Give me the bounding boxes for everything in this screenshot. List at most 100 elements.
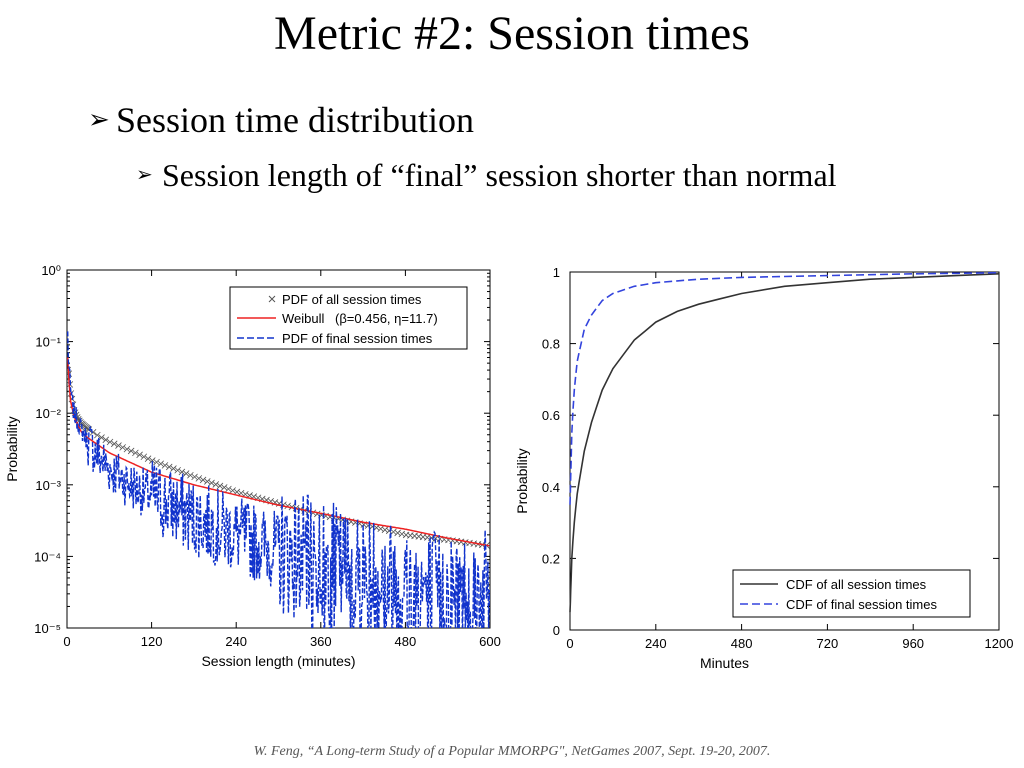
data-point (373, 524, 380, 531)
legend-entry-weibull: Weibull (β=0.456, η=11.7) (237, 311, 438, 326)
data-point (398, 530, 406, 538)
arrowhead-bullet-icon: ➢ (136, 162, 153, 186)
series-weibull-line (67, 357, 490, 547)
legend: CDF of all session times CDF of final ses… (732, 569, 971, 618)
bullet-1-text: Session time distribution (116, 100, 475, 140)
y-tick-label: 10⁻⁴ (34, 549, 61, 564)
data-point (229, 487, 236, 494)
data-point (136, 451, 143, 459)
data-point (157, 460, 165, 468)
data-point (110, 440, 118, 448)
y-tick-label: 0.6 (542, 408, 560, 423)
series-cdf-all-sessions (569, 273, 1000, 613)
x-tick-label: 960 (902, 636, 924, 651)
y-tick-label: 1 (553, 265, 560, 280)
x-tick-label: 1200 (985, 636, 1014, 651)
data-point (225, 485, 232, 493)
data-point (153, 458, 160, 466)
right-cdf-chart: 0 240 480 720 960 1200 0 0.2 0.4 0.6 0.8 1 Minutes Pr… (514, 265, 1014, 671)
x-axis-label: Minutes (700, 655, 749, 671)
bullet-level-2: ➢ Session length of “final” session short… (136, 152, 837, 197)
plot-area (67, 331, 490, 628)
data-point (106, 438, 114, 446)
data-point (377, 525, 385, 533)
data-point (216, 482, 224, 490)
y-tick-label: 0.8 (542, 337, 560, 352)
data-point (161, 462, 169, 469)
x-tick-label: 480 (731, 636, 753, 651)
series-cdf-final-sessions (569, 271, 1000, 505)
y-tick-label: 10⁻⁵ (34, 621, 61, 636)
legend-entry-all: CDF of all session times (740, 577, 927, 592)
series-final-session-pdf (67, 331, 490, 628)
data-point (98, 434, 105, 441)
x-tick-label: 0 (63, 634, 70, 649)
data-point (165, 463, 173, 471)
legend: PDF of all session times Weibull (β=0.456,… (229, 286, 468, 350)
data-point (115, 442, 122, 449)
x-tick-label: 240 (645, 636, 667, 651)
x-tick-label: 480 (395, 634, 417, 649)
data-point (140, 453, 148, 461)
legend-label: PDF of final session times (282, 331, 433, 346)
legend-label: Weibull (282, 311, 325, 326)
legend-label: CDF of final session times (786, 597, 937, 612)
data-point (178, 468, 186, 476)
legend-entry-all: PDF of all session times (268, 292, 422, 307)
data-point (170, 465, 177, 472)
data-point (94, 431, 101, 439)
citation: W. Feng, “A Long-term Study of a Popular… (253, 744, 771, 759)
y-tick-label: 10⁰ (41, 263, 61, 278)
data-point (212, 481, 220, 488)
x-tick-label: 720 (817, 636, 839, 651)
data-point (187, 471, 194, 479)
data-point (195, 475, 203, 482)
legend-label-detail: (β=0.456, η=11.7) (335, 311, 438, 326)
series-all-session-pdf (67, 366, 490, 549)
y-axis-label: Probability (514, 448, 530, 513)
data-point (182, 470, 190, 477)
left-pdf-chart: 0 120 240 360 480 600 10⁰ 10⁻¹ 10⁻² 10⁻³ 10⁻⁴ 10⁻⁵ S… (4, 263, 501, 669)
x-tick-label: 240 (225, 634, 247, 649)
y-tick-label: 10⁻¹ (35, 335, 61, 350)
legend-entry-final: CDF of final session times (740, 597, 937, 612)
y-tick-label: 0.2 (542, 551, 560, 566)
data-point (132, 449, 139, 457)
legend-box (732, 569, 971, 618)
data-point (381, 526, 389, 534)
data-point (394, 529, 401, 537)
data-point (85, 426, 93, 433)
data-point (208, 479, 215, 487)
legend-x-marker (268, 295, 276, 303)
bullet-1-1-text: Session length of “final” session shorte… (162, 157, 837, 193)
data-point (220, 484, 228, 491)
x-tick-label: 600 (479, 634, 501, 649)
data-point (149, 457, 156, 464)
y-tick-label: 10⁻³ (35, 478, 61, 493)
data-point (123, 445, 131, 453)
y-tick-label: 0.4 (542, 480, 560, 495)
x-tick-label: 120 (141, 634, 163, 649)
y-tick-label: 0 (553, 623, 560, 638)
x-axis-label: Session length (minutes) (201, 653, 355, 669)
data-point (127, 447, 135, 455)
bullet-level-1: ➢ Session time distribution (88, 96, 474, 144)
plot-frame (569, 271, 1000, 631)
arrowhead-bullet-icon: ➢ (88, 105, 110, 135)
data-point (144, 455, 152, 462)
legend-entry-final: PDF of final session times (237, 331, 433, 346)
data-point (174, 466, 181, 474)
y-axis-label: Probability (4, 416, 20, 481)
data-point (102, 436, 110, 444)
data-point (199, 476, 207, 484)
slide-title: Metric #2: Session times (274, 7, 750, 60)
data-point (119, 444, 126, 451)
data-point (204, 478, 211, 485)
data-point (191, 473, 198, 481)
plot-frame (66, 269, 491, 629)
x-tick-label: 0 (566, 636, 573, 651)
legend-label: CDF of all session times (786, 577, 927, 592)
legend-label: PDF of all session times (282, 292, 422, 307)
x-tick-label: 360 (310, 634, 332, 649)
y-tick-label: 10⁻² (35, 406, 61, 421)
